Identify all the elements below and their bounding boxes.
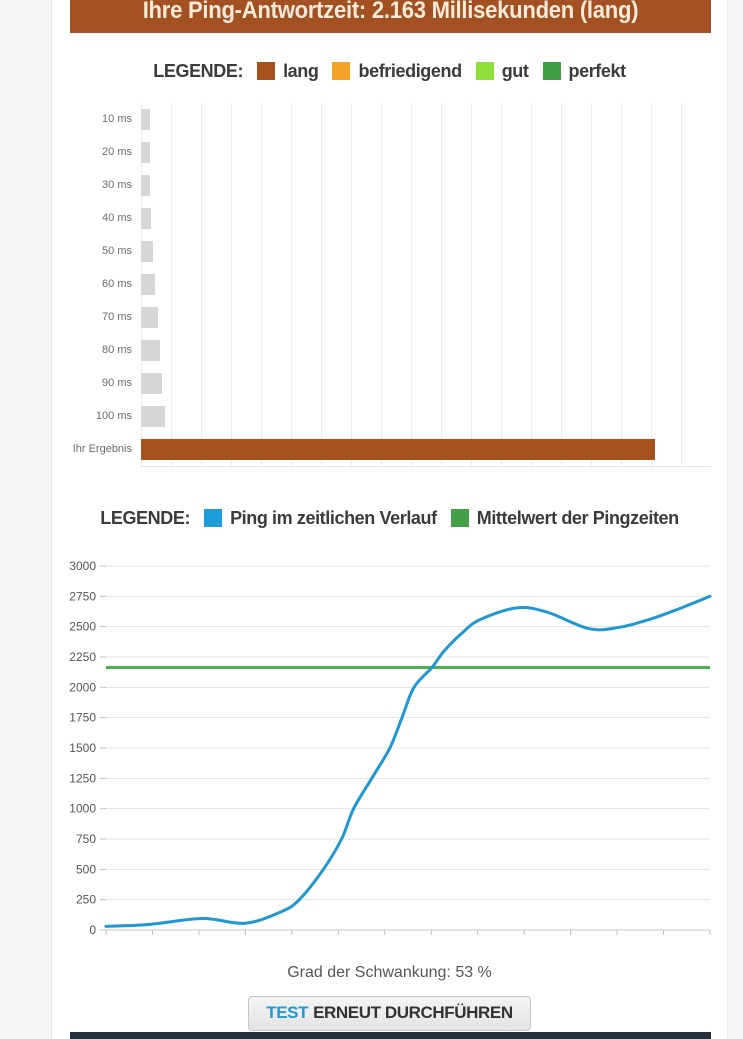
line-legend-item-label: Ping im zeitlichen Verlauf <box>230 507 437 528</box>
line-legend-item: Ping im zeitlichen Verlauf <box>204 508 437 529</box>
line-legend-swatch <box>450 509 469 527</box>
retest-button[interactable]: TEST ERNEUT DURCHFÜHREN <box>248 996 531 1031</box>
chart-row <box>141 301 711 334</box>
y-axis-label: 250 <box>76 893 96 907</box>
line-legend-swatch <box>204 509 223 527</box>
scale-legend-swatch <box>257 62 276 80</box>
chart-row <box>141 235 711 268</box>
chart-row-label: 80 ms <box>102 344 132 356</box>
y-axis-label: 2000 <box>69 680 96 694</box>
result-banner-title: Ihre Ping-Antwortzeit: 2.163 Millisekund… <box>142 0 639 24</box>
chart-row-label: 50 ms <box>102 245 132 257</box>
scale-legend-item: gut <box>475 60 529 82</box>
y-axis-label: 500 <box>76 862 96 876</box>
page-content: Ihre Ping-Antwortzeit: 2.163 Millisekund… <box>51 0 728 1039</box>
chart-row <box>141 136 711 169</box>
y-axis-label: 1250 <box>69 771 96 785</box>
y-axis-label: 2500 <box>69 620 96 634</box>
scale-bar <box>141 406 165 427</box>
scale-legend-item: perfekt <box>542 60 627 82</box>
ping-curve <box>104 594 712 928</box>
chart-row <box>141 169 711 202</box>
scale-bar <box>141 208 151 229</box>
chart-row <box>141 334 711 367</box>
scale-legend-swatch <box>332 62 351 80</box>
scale-legend-item-label: perfekt <box>568 60 627 81</box>
chart-row-label: 30 ms <box>102 179 132 191</box>
ping-scale-chart-plot <box>141 103 711 467</box>
y-axis-label: 2250 <box>69 650 96 664</box>
scale-bar <box>141 175 151 196</box>
chart-row-label: Ihr Ergebnis <box>72 443 132 455</box>
scale-bar <box>141 274 156 295</box>
chart-row <box>141 400 711 433</box>
y-axis-label: 2750 <box>69 589 96 603</box>
chart-row-label: 100 ms <box>95 410 132 422</box>
scale-legend-item: lang <box>257 60 319 82</box>
y-axis-label: 1750 <box>69 711 96 725</box>
fluctuation-text: Grad der Schwankung: 53 % <box>287 964 492 981</box>
scale-legend-item-label: lang <box>283 60 319 81</box>
chart-row-label: 10 ms <box>102 113 132 125</box>
chart-row <box>141 202 711 235</box>
scale-bar <box>141 142 151 163</box>
result-banner: Ihre Ping-Antwortzeit: 2.163 Millisekund… <box>70 0 711 33</box>
scale-legend-swatch <box>475 62 494 80</box>
y-axis-label: 750 <box>76 832 96 846</box>
ping-line-chart: 0 250 500 750 1000 1250 1500 1750 2000 2250 2500 27… <box>69 559 712 937</box>
scale-legend-item: befriedigend <box>332 60 462 82</box>
y-axis-label: 1000 <box>69 802 96 816</box>
chart-row <box>141 268 711 301</box>
retest-button-highlight: TEST <box>266 1003 309 1022</box>
chart-row-label: 90 ms <box>102 377 132 389</box>
footer-bar <box>70 1032 711 1039</box>
scale-bar <box>141 109 151 130</box>
chart-row <box>141 433 711 466</box>
line-legend-item-label: Mittelwert der Pingzeiten <box>476 507 679 528</box>
scale-legend-label: LEGENDE: <box>153 60 244 81</box>
scale-bar <box>141 340 160 361</box>
scale-legend: LEGENDE: lang befriedigend gut perfekt <box>52 56 727 86</box>
chart-row-label: 40 ms <box>102 212 132 224</box>
retest-button-rest: ERNEUT DURCHFÜHREN <box>313 1003 513 1022</box>
chart-row-label: 70 ms <box>102 311 132 323</box>
ping-scale-chart: 10 ms 20 ms 30 ms 40 ms 50 ms 60 ms 70 ms 80 ms… <box>52 103 711 467</box>
chart-row-label: 60 ms <box>102 278 132 290</box>
scale-legend-item-label: befriedigend <box>358 60 462 81</box>
line-legend-item: Mittelwert der Pingzeiten <box>450 507 679 529</box>
line-legend: LEGENDE: Ping im zeitlichen Verlauf Mitte… <box>52 504 727 532</box>
y-axis-label: 0 <box>89 923 96 937</box>
chart-row <box>141 103 711 136</box>
y-axis-label: 3000 <box>69 559 96 573</box>
y-axis-label: 1500 <box>69 741 96 755</box>
retest-button-area: TEST ERNEUT DURCHFÜHREN <box>52 996 727 1031</box>
scale-legend-swatch <box>542 62 561 80</box>
scale-bar <box>141 241 153 262</box>
scale-bar <box>141 307 158 328</box>
line-legend-label: LEGENDE: <box>100 507 191 528</box>
chart-row <box>141 367 711 400</box>
result-bar <box>141 439 655 460</box>
scale-legend-item-label: gut <box>501 60 529 81</box>
chart-row-label: 20 ms <box>102 146 132 158</box>
ping-scale-chart-labels: 10 ms 20 ms 30 ms 40 ms 50 ms 60 ms 70 ms 80 ms… <box>52 103 141 467</box>
scale-bar <box>141 373 163 394</box>
